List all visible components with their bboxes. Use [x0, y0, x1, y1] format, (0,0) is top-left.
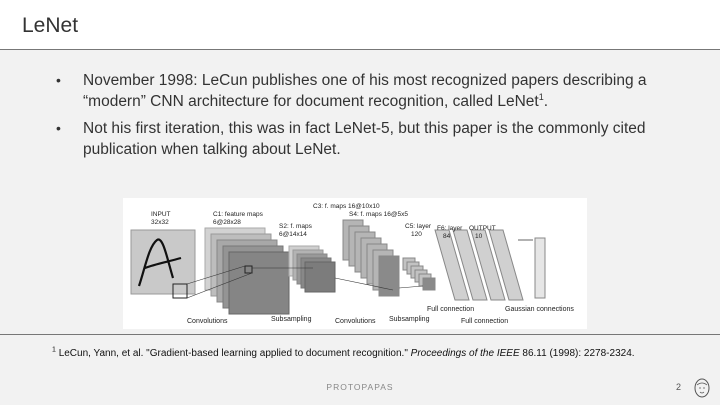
- bullet-item: • November 1998: LeCun publishes one of …: [52, 70, 672, 112]
- bullet-text: November 1998: LeCun publishes one of hi…: [83, 72, 647, 110]
- label-c3: C3: f. maps 16@10x10: [313, 203, 380, 210]
- label-input-size: 32x32: [151, 219, 169, 226]
- bullet-item: • Not his first iteration, this was in f…: [52, 118, 672, 160]
- header-divider: [0, 49, 720, 50]
- receptive-field-box: [172, 283, 188, 299]
- footnote: 1 LeCun, Yann, et al. "Gradient-based le…: [52, 346, 692, 359]
- input-letter-a-icon: [137, 238, 182, 287]
- label-c5-size: 120: [411, 231, 422, 238]
- lenet-diagram-svg: INPUT 32x32 C1: feature maps 6@28x28 S2:…: [130, 203, 574, 325]
- label-output-size: 10: [475, 233, 483, 240]
- label-f6-size: 84: [443, 233, 451, 240]
- page-number: 2: [676, 382, 682, 392]
- label-full-connection-2: Full connection: [461, 318, 508, 325]
- slide-header: LeNet: [0, 0, 720, 50]
- full-connection-bands: [434, 229, 524, 301]
- c1-window: [244, 265, 253, 274]
- s2-map: [304, 261, 336, 293]
- footnote-divider: [0, 334, 720, 335]
- label-convolutions-1: Convolutions: [187, 318, 228, 325]
- output-layer: [534, 237, 546, 299]
- c3-stack: [342, 219, 400, 297]
- connection-line: [186, 265, 246, 285]
- bullet-text: Not his first iteration, this was in fac…: [83, 120, 646, 158]
- connection-line: [186, 272, 253, 299]
- label-c5: C5: layer: [405, 223, 432, 230]
- label-c1-size: 6@28x28: [213, 219, 241, 226]
- footnote-ref: 1: [538, 91, 544, 102]
- bullet-dot-icon: •: [56, 120, 61, 136]
- bullet-dot-icon: •: [56, 72, 61, 88]
- footnote-number: 1: [52, 346, 56, 354]
- c1-map: [228, 251, 290, 315]
- label-c1: C1: feature maps: [213, 211, 264, 218]
- bullet-tail: .: [543, 93, 549, 110]
- footer-author: PROTOPAPAS: [326, 382, 394, 392]
- label-f6: F6: layer: [437, 225, 463, 232]
- slide-title: LeNet: [22, 14, 79, 37]
- connection-line: [334, 277, 394, 291]
- label-s4: S4: f. maps 16@5x5: [349, 211, 408, 218]
- lenet-architecture-diagram: INPUT 32x32 C1: feature maps 6@28x28 S2:…: [123, 198, 587, 329]
- label-convolutions-2: Convolutions: [335, 318, 376, 325]
- label-s2-size: 6@14x14: [279, 231, 307, 238]
- label-input: INPUT: [151, 211, 171, 218]
- label-output: OUTPUT: [469, 225, 496, 232]
- footnote-authors: LeCun, Yann, et al. "Gradient-based lear…: [58, 348, 411, 359]
- footnote-rest: 86.11 (1998): 2278-2324.: [519, 348, 635, 359]
- label-s2: S2: f. maps: [279, 223, 313, 230]
- footnote-journal: Proceedings of the IEEE: [410, 348, 520, 359]
- label-gaussian: Gaussian connections: [505, 306, 574, 313]
- connection-line: [398, 285, 424, 289]
- bullet-list: • November 1998: LeCun publishes one of …: [52, 70, 672, 166]
- s4-stack: [402, 257, 436, 291]
- label-full-connection-1: Full connection: [427, 306, 474, 313]
- label-subsampling-1: Subsampling: [271, 316, 312, 323]
- label-subsampling-2: Subsampling: [389, 316, 430, 323]
- face-logo-icon: [694, 378, 710, 398]
